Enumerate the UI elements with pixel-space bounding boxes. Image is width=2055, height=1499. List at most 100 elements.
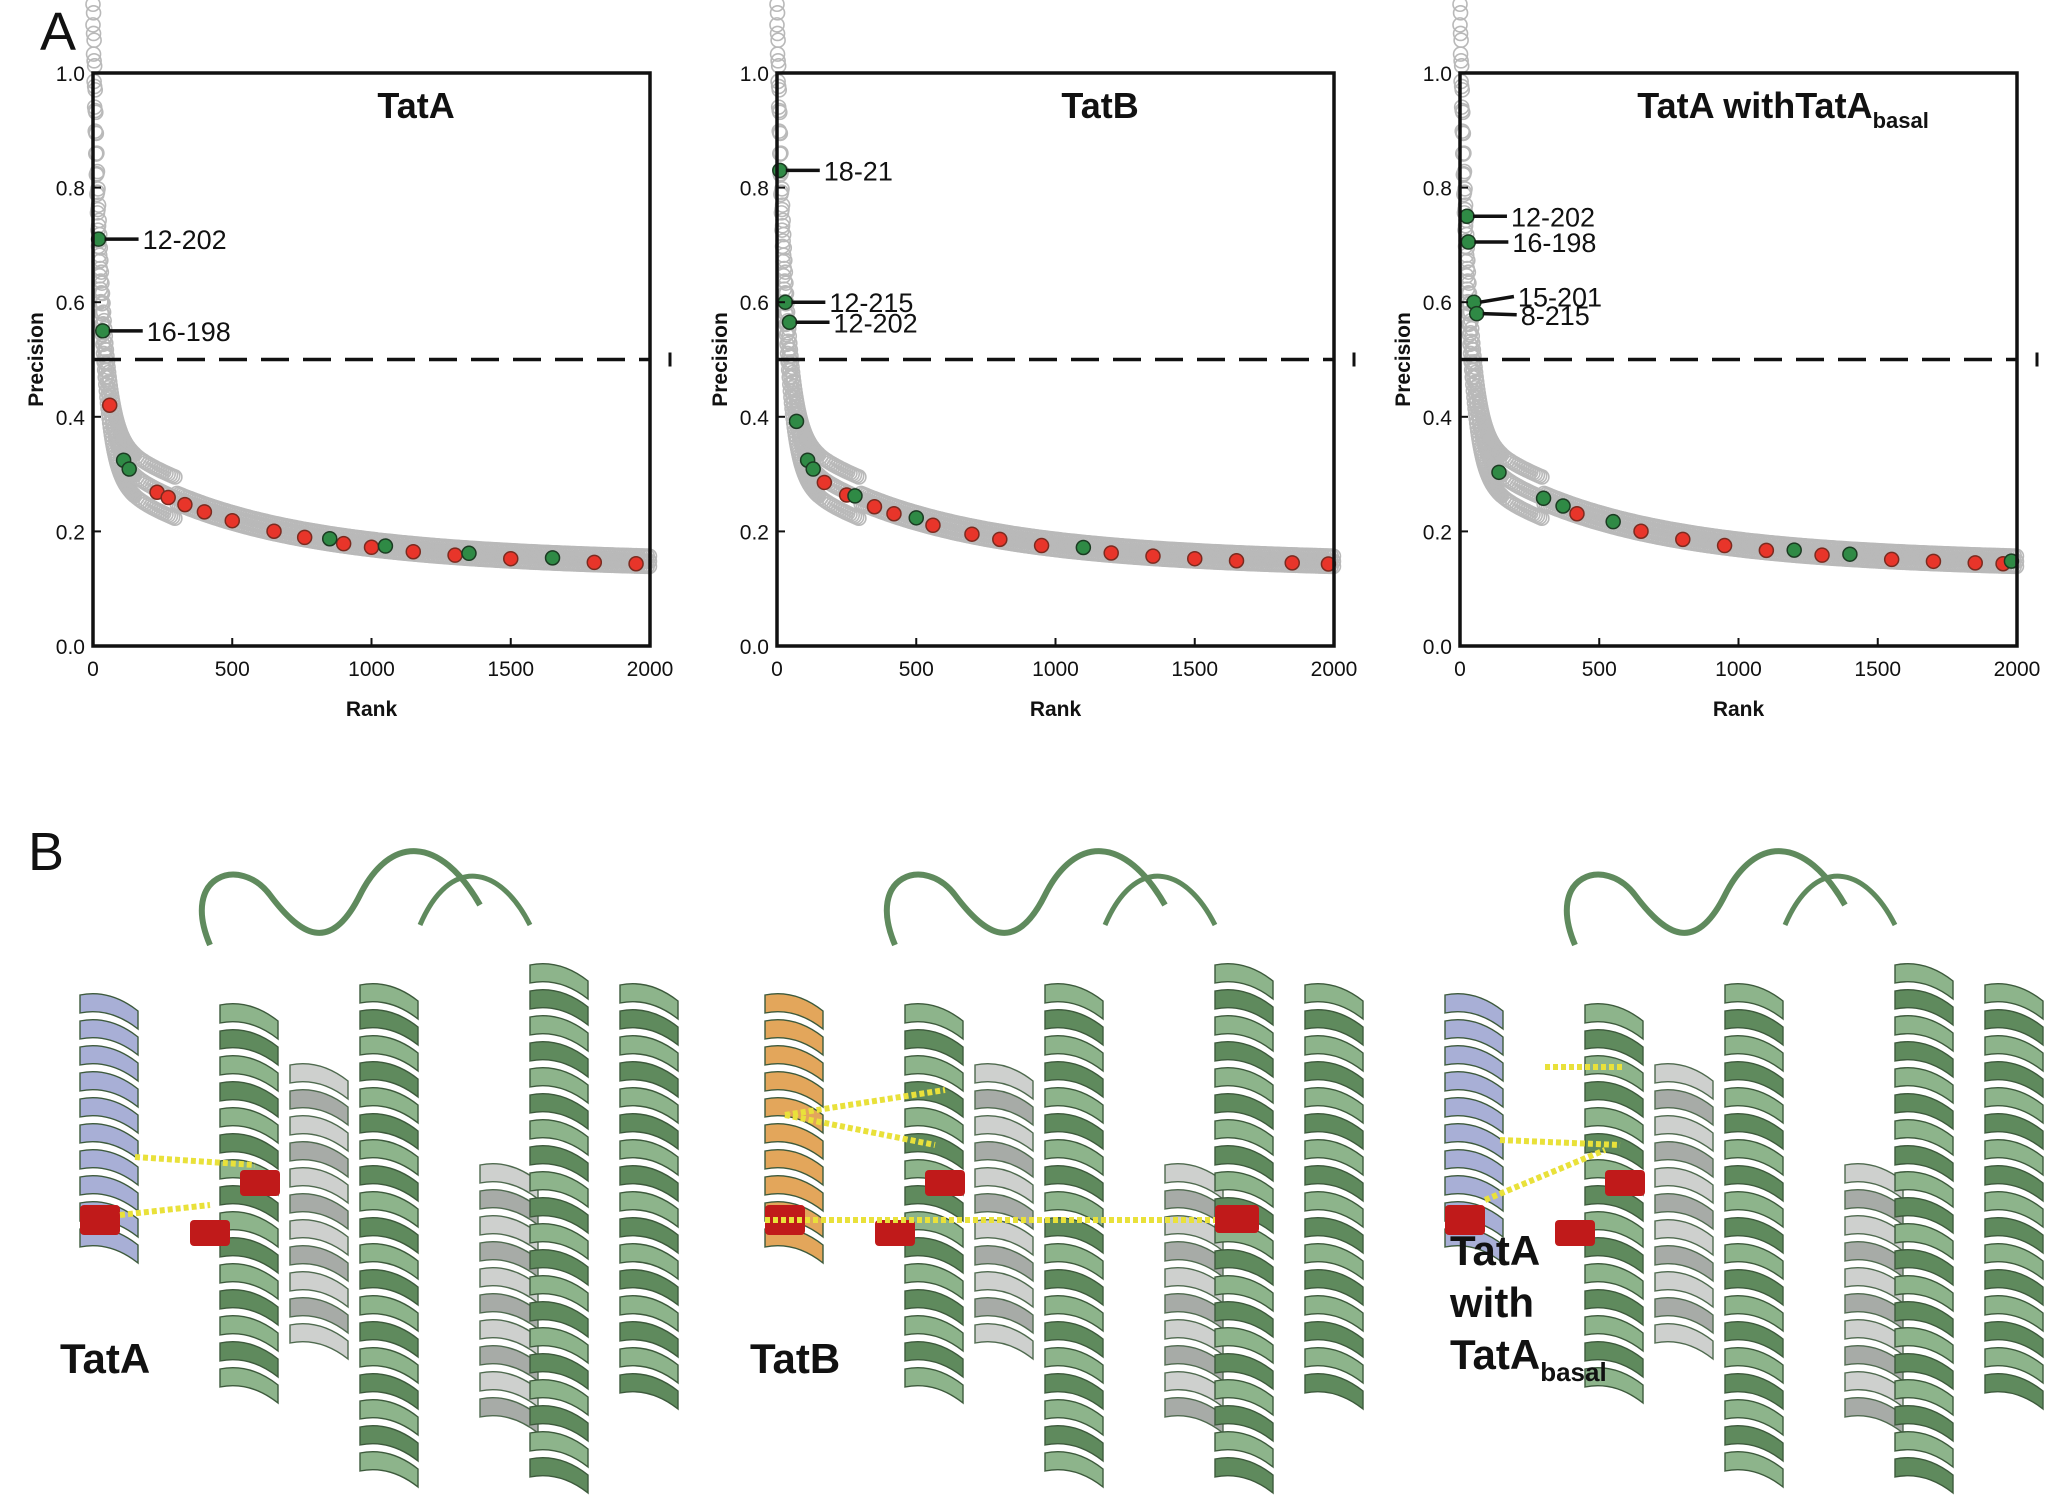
helix-turn bbox=[1984, 1087, 2044, 1125]
green-point bbox=[94, 323, 111, 339]
green-point bbox=[321, 530, 338, 547]
helix-turn bbox=[1894, 989, 1954, 1027]
helix-turn bbox=[1984, 1191, 2044, 1229]
helix-turn bbox=[529, 1405, 589, 1443]
y-tick-label: 0.8 bbox=[1423, 178, 1452, 201]
annotation-label: 8-215 bbox=[1521, 301, 1590, 331]
red-point bbox=[224, 512, 240, 529]
panel-a-label: A bbox=[40, 2, 76, 62]
green-point bbox=[1075, 539, 1092, 556]
helix-turn bbox=[289, 1089, 349, 1127]
helix-turn bbox=[619, 1191, 679, 1229]
helix-turn bbox=[974, 1141, 1034, 1179]
green-point bbox=[1460, 234, 1477, 250]
helix-turn bbox=[219, 1367, 279, 1405]
helix-turn bbox=[529, 1353, 589, 1391]
helix-turn bbox=[1894, 1119, 1954, 1157]
helix-turn bbox=[1654, 1193, 1714, 1231]
helix-turn bbox=[1214, 1041, 1274, 1079]
grey-point bbox=[94, 275, 110, 291]
grey-point bbox=[1456, 145, 1472, 161]
x-tick-label: 1500 bbox=[1854, 658, 1901, 681]
helix-turn bbox=[1724, 1295, 1784, 1333]
helix-turn bbox=[1304, 1373, 1364, 1411]
chart-tatb: 0 500 1000 1500 2000 0.0 0.2 0.4 0.6 0.8 1.0 Rank Pr… bbox=[709, 0, 1357, 721]
helix-turn bbox=[1444, 1019, 1504, 1057]
helix-turn bbox=[219, 1211, 279, 1249]
red-point bbox=[964, 526, 980, 542]
grey-point bbox=[90, 181, 106, 197]
helix-turn bbox=[1584, 1055, 1644, 1093]
helix-turn bbox=[1044, 1139, 1104, 1177]
helix-turn bbox=[1044, 1347, 1104, 1385]
helix bbox=[974, 1063, 1034, 1361]
y-tick-label: 1.0 bbox=[1423, 63, 1452, 86]
helix-turn bbox=[1584, 1263, 1644, 1301]
chart-title-subscript: basal bbox=[1873, 108, 1929, 133]
helix-turn bbox=[79, 1071, 139, 1109]
helix-turn bbox=[1044, 983, 1104, 1021]
helix-turn bbox=[1894, 1431, 1954, 1469]
helix-turn bbox=[219, 1289, 279, 1327]
y-tick-label: 0.6 bbox=[1423, 292, 1452, 315]
contact-residue bbox=[80, 1205, 120, 1235]
loop bbox=[1102, 873, 1218, 927]
helix-turn bbox=[1304, 1217, 1364, 1255]
green-point bbox=[1605, 513, 1621, 530]
grey-point bbox=[87, 82, 104, 98]
helix-turn bbox=[359, 1347, 419, 1385]
helix-turn bbox=[359, 1451, 419, 1489]
helix-turn bbox=[1894, 1015, 1954, 1053]
grey-point bbox=[851, 510, 867, 527]
grey-point bbox=[85, 5, 102, 21]
grey-point bbox=[1452, 17, 1468, 33]
green-point bbox=[1786, 542, 1802, 558]
helix-turn bbox=[619, 983, 679, 1021]
grey-point bbox=[167, 510, 183, 527]
helix-turn bbox=[1654, 1271, 1714, 1309]
red-point bbox=[1758, 542, 1775, 559]
red-point bbox=[1633, 523, 1649, 540]
helix-turn bbox=[619, 1139, 679, 1177]
contact-residue bbox=[1215, 1205, 1259, 1233]
helix-turn bbox=[1444, 1175, 1504, 1213]
annotation-label: 12-202 bbox=[834, 308, 918, 338]
red-point bbox=[177, 496, 193, 513]
helix-turn bbox=[289, 1323, 349, 1361]
helix-turn bbox=[1214, 1431, 1274, 1469]
helix-turn bbox=[1304, 1269, 1364, 1307]
helix-turn bbox=[1984, 1321, 2044, 1359]
helix-turn bbox=[1584, 1289, 1644, 1327]
red-point bbox=[992, 531, 1008, 548]
helix-turn bbox=[1984, 1009, 2044, 1047]
helix-turn bbox=[974, 1297, 1034, 1335]
helix bbox=[619, 983, 679, 1411]
grey-point bbox=[1534, 510, 1550, 527]
helix-turn bbox=[1654, 1245, 1714, 1283]
helix-turn bbox=[1214, 1015, 1274, 1053]
helix bbox=[1214, 963, 1274, 1495]
helix-turn bbox=[1724, 1191, 1784, 1229]
helix-turn bbox=[529, 1457, 589, 1495]
green-point bbox=[121, 461, 137, 477]
helix-turn bbox=[1984, 1113, 2044, 1151]
helix-turn bbox=[219, 1237, 279, 1275]
contact-residue bbox=[240, 1170, 280, 1196]
helix-turn bbox=[904, 1081, 964, 1119]
helix bbox=[1894, 963, 1954, 1495]
helix-turn bbox=[529, 1171, 589, 1209]
helix-turn bbox=[1444, 1097, 1504, 1135]
helix-turn bbox=[764, 1045, 824, 1083]
helix-turn bbox=[1044, 1321, 1104, 1359]
grey-point bbox=[99, 348, 115, 364]
helix bbox=[219, 1003, 279, 1405]
helix-turn bbox=[529, 1041, 589, 1079]
helix-turn bbox=[79, 1097, 139, 1135]
grey-point bbox=[771, 82, 788, 98]
x-tick-label: 1000 bbox=[1715, 658, 1762, 681]
grey-point bbox=[780, 333, 796, 350]
helix-turn bbox=[289, 1245, 349, 1283]
x-tick-label: 2000 bbox=[1994, 658, 2041, 681]
x-tick-label: 2000 bbox=[1311, 658, 1358, 681]
red-point bbox=[503, 550, 519, 567]
